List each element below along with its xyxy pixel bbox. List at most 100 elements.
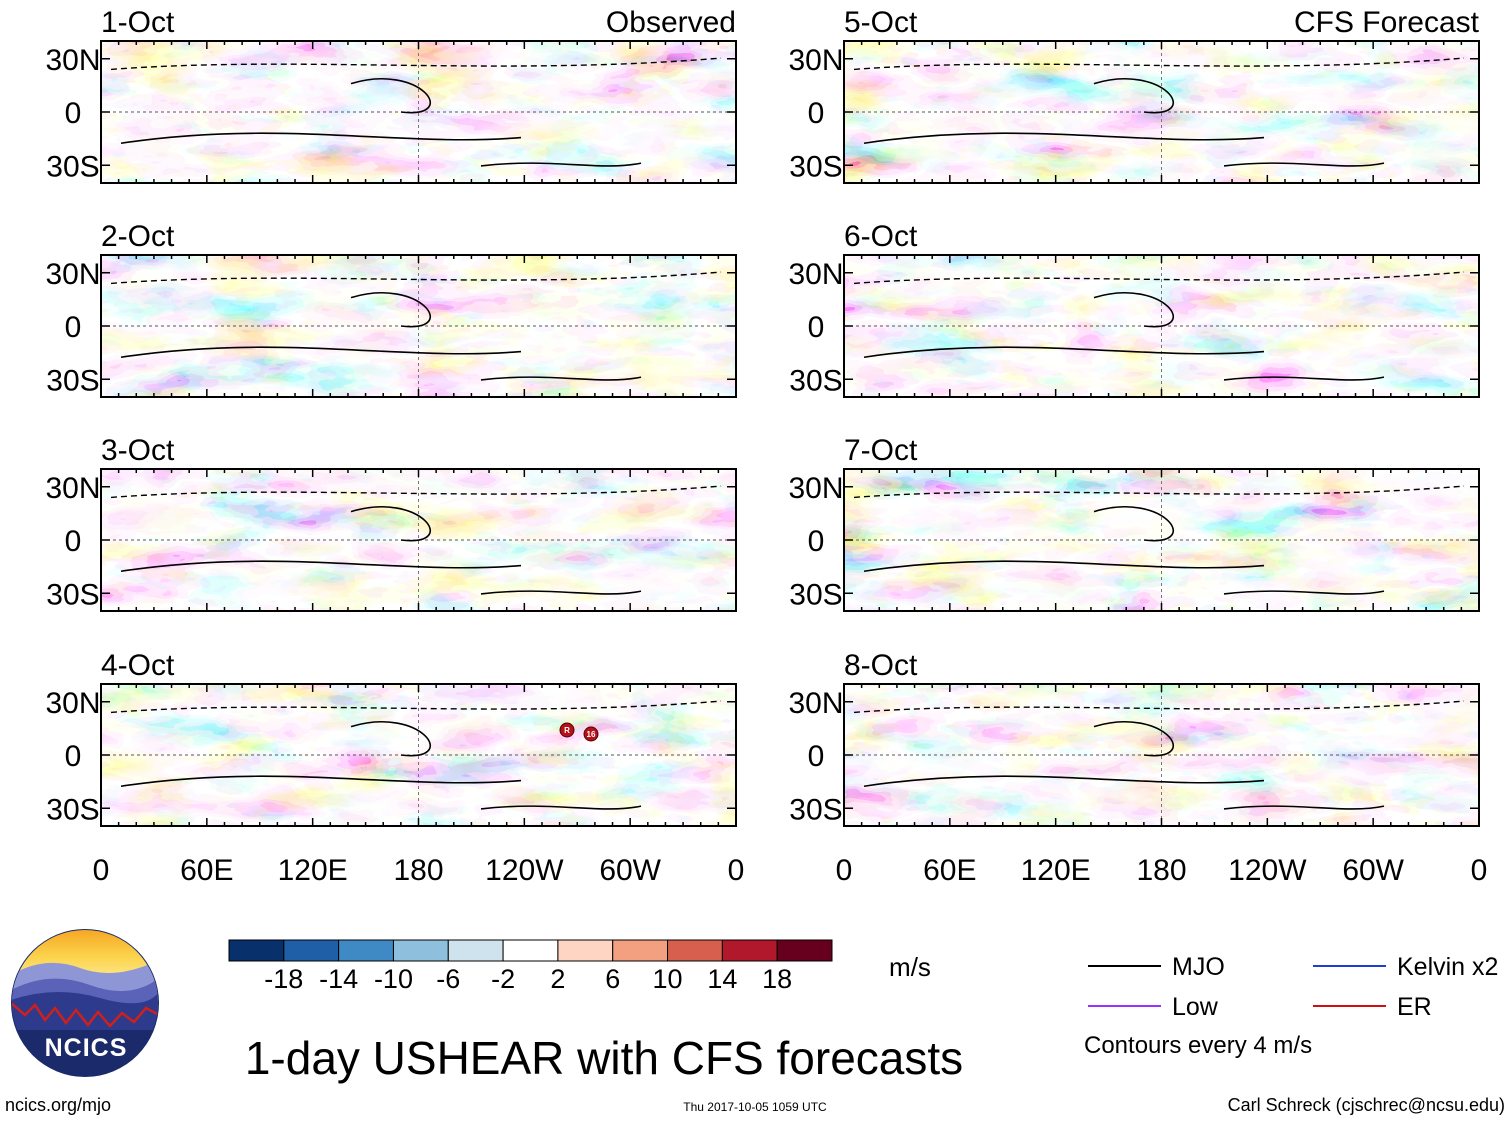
footer-website: ncics.org/mjo bbox=[5, 1095, 111, 1115]
logo-text: NCICS bbox=[45, 1034, 128, 1062]
y-tick-label: 30S bbox=[789, 793, 842, 826]
colorbar-swatch bbox=[283, 939, 340, 962]
storm-marker: R bbox=[559, 722, 575, 738]
mjo-contour bbox=[1223, 376, 1385, 381]
storm-marker-dot bbox=[559, 722, 575, 738]
map-panel-1-oct: 30N 0 30S 1-Oct Observed bbox=[45, 6, 737, 184]
colorbar-label: 6 bbox=[605, 964, 620, 994]
contour-note: Contours every 4 m/s bbox=[1084, 1032, 1312, 1059]
mjo-contour bbox=[350, 292, 432, 328]
mjo-contour bbox=[120, 560, 522, 573]
mjo-contour bbox=[350, 78, 432, 114]
panel-date-label: 2-Oct bbox=[101, 220, 175, 253]
colorbar-swatch bbox=[612, 939, 669, 962]
colorbar: -18 -14 -10 -6 -2 2 6 10 14 18 bbox=[228, 939, 833, 994]
colorbar-units: m/s bbox=[889, 952, 931, 982]
x-tick-label: 120W bbox=[485, 854, 564, 887]
colorbar-swatch bbox=[667, 939, 723, 962]
colorbar-swatch bbox=[447, 939, 504, 962]
y-tick-label: 30S bbox=[46, 364, 99, 397]
y-tick-label: 30N bbox=[45, 472, 100, 505]
mjo-contour bbox=[480, 376, 642, 381]
mjo-contour bbox=[480, 805, 642, 810]
colorbar-label: -6 bbox=[436, 964, 460, 994]
mjo-contour-negative bbox=[853, 271, 1465, 285]
map-panel-7-oct: 30N 0 30S 7-Oct bbox=[788, 434, 1480, 612]
legend-label: Kelvin x2 bbox=[1397, 953, 1498, 981]
mjo-contour-negative bbox=[110, 700, 722, 714]
y-tick-label: 30S bbox=[46, 578, 99, 611]
panel-date-label: 7-Oct bbox=[844, 434, 918, 467]
legend-label: Low bbox=[1172, 993, 1219, 1021]
colorbar-swatch bbox=[776, 939, 833, 962]
mjo-contour-negative bbox=[110, 57, 722, 71]
mjo-contour-negative bbox=[853, 700, 1465, 714]
y-tick-label: 30N bbox=[45, 258, 100, 291]
mjo-contour bbox=[863, 775, 1265, 788]
mjo-contour bbox=[1223, 590, 1385, 595]
y-tick-label: 0 bbox=[808, 525, 825, 558]
mjo-contour bbox=[120, 132, 522, 145]
x-tick-label: 60E bbox=[923, 854, 976, 887]
x-tick-label: 60W bbox=[1342, 854, 1404, 887]
panel-date-label: 3-Oct bbox=[101, 434, 175, 467]
panel-date-label: 5-Oct bbox=[844, 6, 918, 39]
mjo-contour bbox=[1093, 721, 1175, 757]
colorbar-swatch bbox=[228, 939, 285, 962]
mjo-contour-negative bbox=[110, 485, 722, 499]
y-tick-label: 30N bbox=[45, 44, 100, 77]
x-tick-label: 120E bbox=[1021, 854, 1091, 887]
colorbar-label: -18 bbox=[264, 964, 303, 994]
colorbar-label: 18 bbox=[762, 964, 792, 994]
map-panel-2-oct: 30N 0 30S 2-Oct bbox=[45, 220, 737, 398]
y-tick-label: 30N bbox=[45, 687, 100, 720]
footer-timestamp: Thu 2017-10-05 1059 UTC bbox=[683, 1100, 827, 1114]
mjo-contour bbox=[863, 346, 1265, 359]
column-label: CFS Forecast bbox=[1294, 6, 1480, 39]
mjo-contour-negative bbox=[853, 57, 1465, 71]
x-tick-label: 0 bbox=[93, 854, 110, 887]
x-tick-label: 0 bbox=[728, 854, 745, 887]
legend: MJO Kelvin x2 Low ER bbox=[1088, 953, 1498, 1021]
y-tick-label: 0 bbox=[808, 97, 825, 130]
panel-date-label: 8-Oct bbox=[844, 649, 918, 682]
mjo-contour bbox=[1093, 506, 1175, 542]
mjo-contour bbox=[120, 775, 522, 788]
y-tick-label: 0 bbox=[808, 311, 825, 344]
mjo-contour bbox=[863, 560, 1265, 573]
map-panel-5-oct: 30N 0 30S 5-Oct CFS Forecast bbox=[788, 6, 1480, 184]
mjo-contour bbox=[1223, 805, 1385, 810]
colorbar-swatch bbox=[502, 939, 559, 962]
colorbar-swatch bbox=[392, 939, 449, 962]
y-tick-label: 0 bbox=[65, 97, 82, 130]
colorbar-label: 10 bbox=[653, 964, 683, 994]
mjo-contour bbox=[1223, 162, 1385, 167]
colorbar-swatch bbox=[338, 939, 394, 962]
y-tick-label: 30S bbox=[46, 150, 99, 183]
map-panel-8-oct: 30N 0 30S 8-Oct bbox=[788, 649, 1480, 827]
y-tick-label: 0 bbox=[808, 740, 825, 773]
panel-date-label: 1-Oct bbox=[101, 6, 175, 39]
map-panel-6-oct: 30N 0 30S 6-Oct bbox=[788, 220, 1480, 398]
mjo-contour bbox=[480, 590, 642, 595]
mjo-contour bbox=[350, 506, 432, 542]
x-tick-label: 0 bbox=[1471, 854, 1488, 887]
colorbar-label: 14 bbox=[707, 964, 737, 994]
y-tick-label: 30S bbox=[789, 578, 842, 611]
y-tick-label: 0 bbox=[65, 740, 82, 773]
y-tick-label: 0 bbox=[65, 525, 82, 558]
panel-date-label: 6-Oct bbox=[844, 220, 918, 253]
colorbar-label: -14 bbox=[319, 964, 358, 994]
legend-label: MJO bbox=[1172, 953, 1225, 981]
column-label: Observed bbox=[606, 6, 736, 39]
legend-label: ER bbox=[1397, 993, 1432, 1021]
y-tick-label: 0 bbox=[65, 311, 82, 344]
x-tick-label: 0 bbox=[836, 854, 853, 887]
y-tick-label: 30N bbox=[788, 44, 843, 77]
colorbar-label: -10 bbox=[374, 964, 413, 994]
footer-author: Carl Schreck (cjschrec@ncsu.edu) bbox=[1228, 1095, 1505, 1115]
x-tick-label: 180 bbox=[1136, 854, 1186, 887]
y-tick-label: 30N bbox=[788, 472, 843, 505]
figure-title: 1-day USHEAR with CFS forecasts bbox=[245, 1032, 963, 1084]
